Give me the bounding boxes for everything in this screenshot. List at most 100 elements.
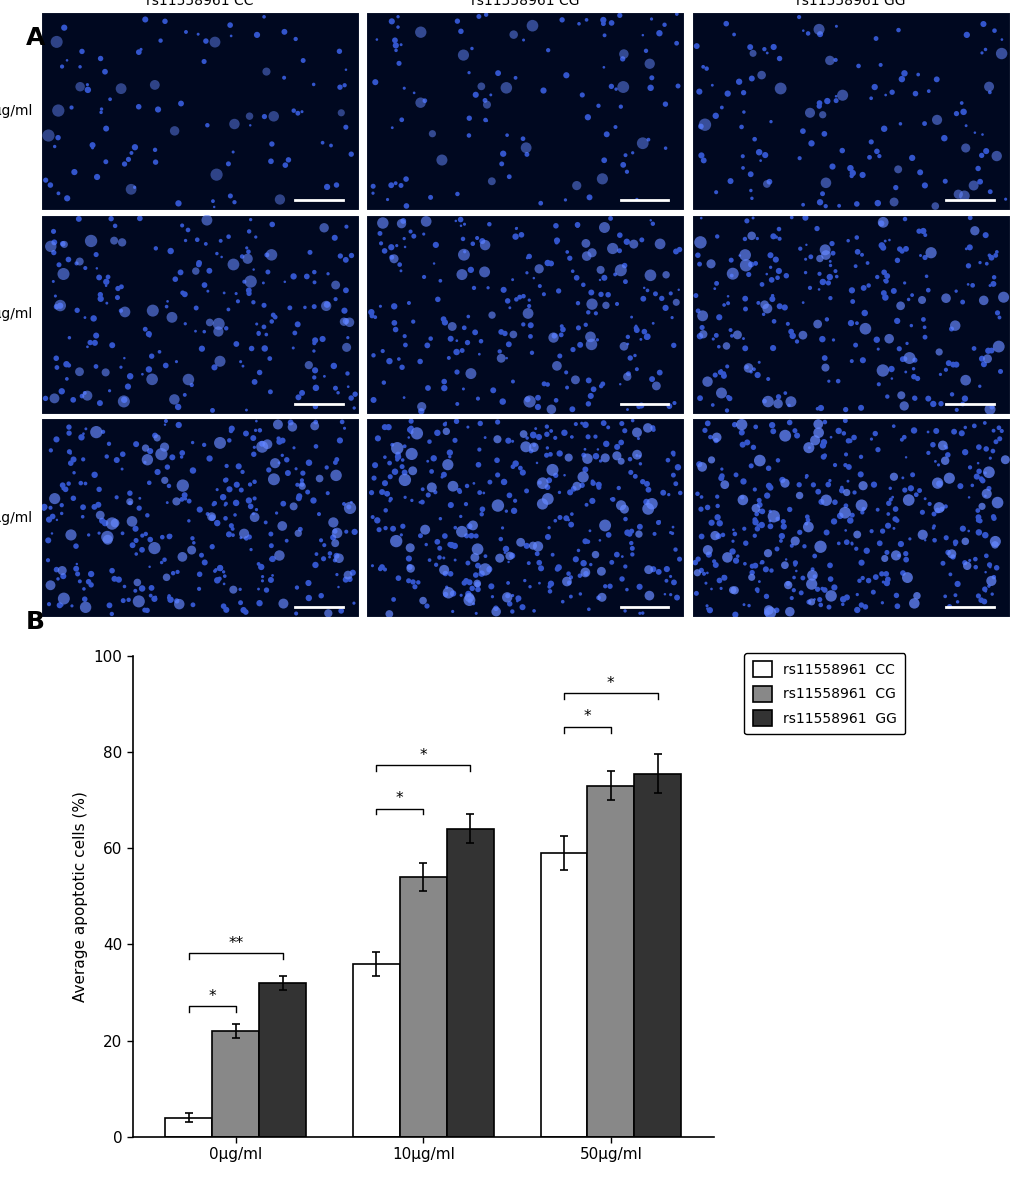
Point xyxy=(427,236,443,255)
Point xyxy=(709,527,726,546)
Point xyxy=(339,328,356,348)
Point xyxy=(738,357,754,377)
Point xyxy=(982,571,999,591)
Point xyxy=(935,129,952,148)
Point xyxy=(874,361,891,380)
Point xyxy=(973,349,989,368)
Point xyxy=(750,143,766,162)
Point xyxy=(452,22,469,41)
Point xyxy=(113,277,129,296)
Point xyxy=(621,525,637,544)
Point xyxy=(631,446,647,466)
Point xyxy=(133,579,150,598)
Point xyxy=(562,515,579,534)
Point xyxy=(816,413,833,432)
Bar xyxy=(212,1031,259,1137)
Point xyxy=(81,526,97,545)
Point xyxy=(739,433,755,452)
Point xyxy=(760,172,776,191)
Point xyxy=(290,488,307,508)
Point xyxy=(374,482,390,502)
Point xyxy=(538,445,554,464)
Point xyxy=(489,496,505,515)
Point xyxy=(196,322,212,342)
Point xyxy=(305,491,321,510)
Point xyxy=(76,384,93,403)
Point xyxy=(104,514,120,533)
Point xyxy=(970,523,986,543)
Point xyxy=(53,504,69,523)
Point xyxy=(505,502,522,521)
Point xyxy=(719,387,736,407)
Point xyxy=(210,322,226,342)
Point xyxy=(956,532,972,551)
Point xyxy=(281,298,298,318)
Point xyxy=(770,297,787,316)
Point xyxy=(475,484,491,503)
Point xyxy=(128,545,145,564)
Point xyxy=(94,100,110,119)
Point xyxy=(90,496,106,515)
Point xyxy=(911,162,927,182)
Point xyxy=(743,189,759,208)
Point xyxy=(103,209,119,229)
Point xyxy=(201,261,217,280)
Point xyxy=(743,568,759,587)
Point xyxy=(225,255,242,274)
Point xyxy=(973,43,989,63)
Point xyxy=(558,242,575,261)
Point xyxy=(521,290,537,309)
Point xyxy=(596,218,612,237)
Point xyxy=(714,526,731,545)
Point xyxy=(765,506,782,526)
Point xyxy=(89,167,105,186)
Point xyxy=(988,493,1005,512)
Point xyxy=(714,567,731,586)
Point xyxy=(723,265,740,284)
Point xyxy=(854,165,870,184)
Point xyxy=(800,438,816,457)
Point xyxy=(806,431,822,450)
Point xyxy=(98,363,114,383)
Point xyxy=(256,296,272,315)
Point xyxy=(751,451,767,470)
Point xyxy=(543,399,559,419)
Point xyxy=(306,75,322,94)
Point xyxy=(477,236,493,255)
Point xyxy=(753,552,769,571)
Point xyxy=(555,423,572,443)
Point xyxy=(759,392,775,411)
Point xyxy=(162,527,178,546)
Point xyxy=(526,602,542,621)
Point xyxy=(550,482,567,502)
Point xyxy=(365,184,381,203)
Point xyxy=(204,508,220,527)
Point xyxy=(727,605,743,624)
Point xyxy=(527,419,543,438)
Point xyxy=(143,586,159,605)
Point xyxy=(54,57,70,76)
Point xyxy=(811,192,827,212)
Point xyxy=(146,589,162,609)
Point xyxy=(838,482,854,502)
Point xyxy=(693,561,709,580)
Point xyxy=(725,520,741,539)
Point xyxy=(834,85,850,105)
Point xyxy=(85,138,101,158)
Point xyxy=(853,595,869,615)
Point xyxy=(971,172,987,191)
Point xyxy=(699,372,715,391)
Point xyxy=(816,446,833,466)
Point xyxy=(198,235,214,254)
Point xyxy=(217,509,233,528)
Point xyxy=(396,470,413,490)
Point xyxy=(875,549,892,568)
Point xyxy=(797,250,813,269)
Point xyxy=(247,488,263,508)
Point xyxy=(579,107,595,126)
Point xyxy=(893,431,909,450)
Point xyxy=(914,221,930,241)
Point xyxy=(287,460,304,479)
Point xyxy=(204,537,220,556)
Point xyxy=(470,7,486,26)
